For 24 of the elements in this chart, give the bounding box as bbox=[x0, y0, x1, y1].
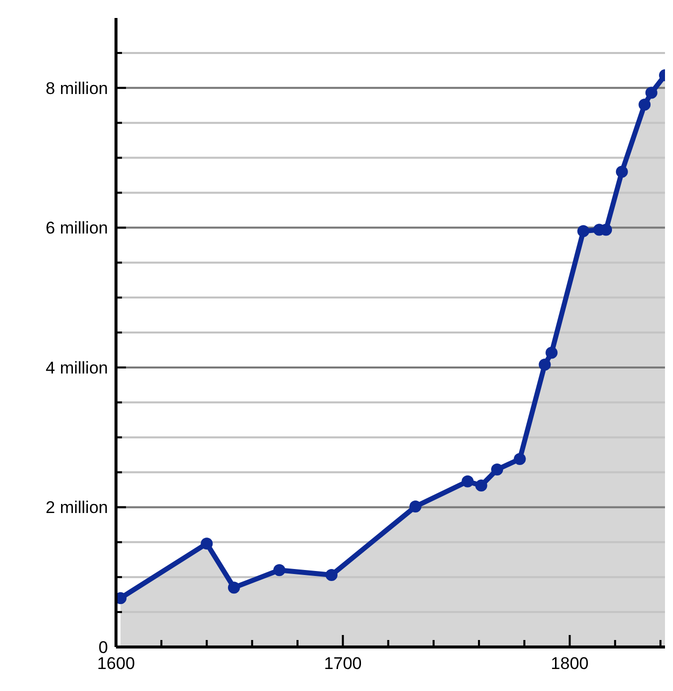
x-tick-label: 1700 bbox=[324, 654, 362, 673]
point bbox=[514, 453, 526, 465]
point bbox=[228, 582, 240, 594]
point bbox=[491, 463, 504, 476]
point bbox=[546, 346, 558, 359]
x-tick-label: 1600 bbox=[97, 654, 135, 673]
y-tick-label: 4 million bbox=[46, 358, 108, 378]
point bbox=[577, 225, 590, 238]
point bbox=[462, 475, 474, 488]
point bbox=[645, 86, 658, 99]
y-tick-label: 2 million bbox=[46, 498, 108, 518]
point bbox=[638, 98, 651, 111]
x-tick-label: 1800 bbox=[550, 654, 589, 673]
point bbox=[538, 358, 551, 371]
point bbox=[200, 538, 213, 550]
point bbox=[616, 166, 628, 178]
y-tick-label: 0 bbox=[98, 638, 108, 657]
y-tick-label: 6 million bbox=[46, 218, 108, 238]
y-tick-label: 8 million bbox=[46, 78, 108, 98]
point bbox=[116, 592, 127, 604]
point bbox=[273, 564, 286, 576]
point bbox=[326, 569, 338, 582]
point bbox=[409, 500, 422, 513]
point bbox=[475, 480, 488, 492]
